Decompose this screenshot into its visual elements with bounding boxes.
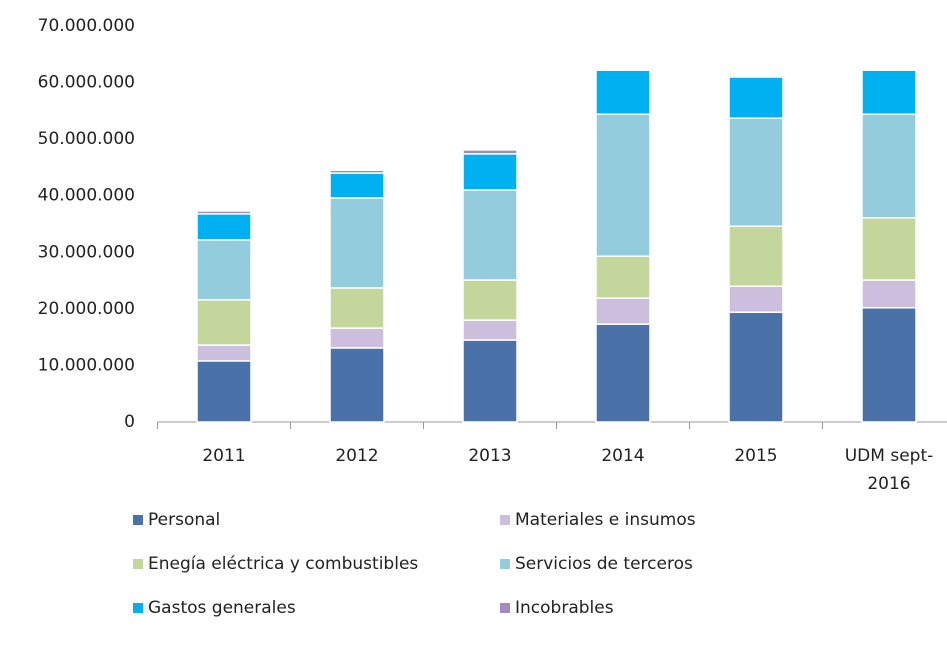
bar-segment [329, 169, 385, 174]
x-tick-label: 2011 [202, 446, 246, 466]
bar-segment [329, 347, 385, 423]
bar-segment [595, 69, 651, 116]
bar-segment [462, 153, 518, 191]
bar-segment [861, 68, 917, 71]
bar-segment [728, 225, 784, 287]
legend-swatch [500, 603, 510, 613]
legend-label: Materiales e insumos [515, 510, 696, 530]
x-tick-label: 2015 [734, 446, 778, 466]
bar-segment [329, 172, 385, 199]
x-tick-label: 2013 [468, 446, 512, 466]
legend-label: Servicios de terceros [515, 554, 693, 574]
bar-segment [329, 327, 385, 349]
bar-segment [861, 279, 917, 309]
bar-segment [196, 299, 252, 346]
legend-label: Enegía eléctrica y combustibles [148, 554, 418, 574]
bar-segment [462, 319, 518, 341]
x-tick-label: 2014 [601, 446, 645, 466]
bar-segment [462, 149, 518, 155]
bar-segment [329, 287, 385, 329]
legend-swatch [133, 559, 143, 569]
bar-segment [196, 213, 252, 241]
y-tick-label: 0 [124, 412, 135, 432]
bar-segment [329, 197, 385, 289]
y-tick-label: 20.000.000 [38, 299, 135, 319]
y-tick-label: 30.000.000 [38, 242, 135, 262]
bar-segment [196, 344, 252, 362]
bar-segment [595, 68, 651, 71]
bar-segment [462, 279, 518, 321]
y-tick-label: 60.000.000 [38, 73, 135, 93]
bar-segment [595, 297, 651, 325]
y-tick-label: 70.000.000 [38, 16, 135, 36]
legend-label: Personal [148, 510, 220, 530]
bar-segment [196, 239, 252, 301]
bar-segment [462, 339, 518, 423]
bar-segment [728, 75, 784, 78]
y-tick-label: 40.000.000 [38, 186, 135, 206]
x-tick-label: UDM sept-2016 [844, 446, 934, 494]
bar-segment [728, 117, 784, 228]
legend-swatch [133, 515, 143, 525]
legend-label: Incobrables [515, 598, 614, 618]
bar-segment [861, 69, 917, 116]
legend-label: Gastos generales [148, 598, 296, 618]
bar-segment [728, 285, 784, 314]
bar-segment [861, 306, 917, 423]
bar-segment [728, 311, 784, 423]
y-tick-label: 50.000.000 [38, 129, 135, 149]
bar-segment [462, 189, 518, 281]
legend-swatch [500, 559, 510, 569]
bar-segment [861, 217, 917, 281]
legend-swatch [500, 515, 510, 525]
bar-segment [861, 113, 917, 219]
legend-swatch [133, 603, 143, 613]
bar-segment [595, 113, 651, 257]
bar-segment [595, 323, 651, 423]
bar-segment [728, 76, 784, 119]
bar-segment [196, 360, 252, 423]
x-tick-label: 2012 [335, 446, 379, 466]
bar-segment [595, 255, 651, 299]
bar-segment [196, 210, 252, 215]
y-tick-label: 10.000.000 [38, 355, 135, 375]
